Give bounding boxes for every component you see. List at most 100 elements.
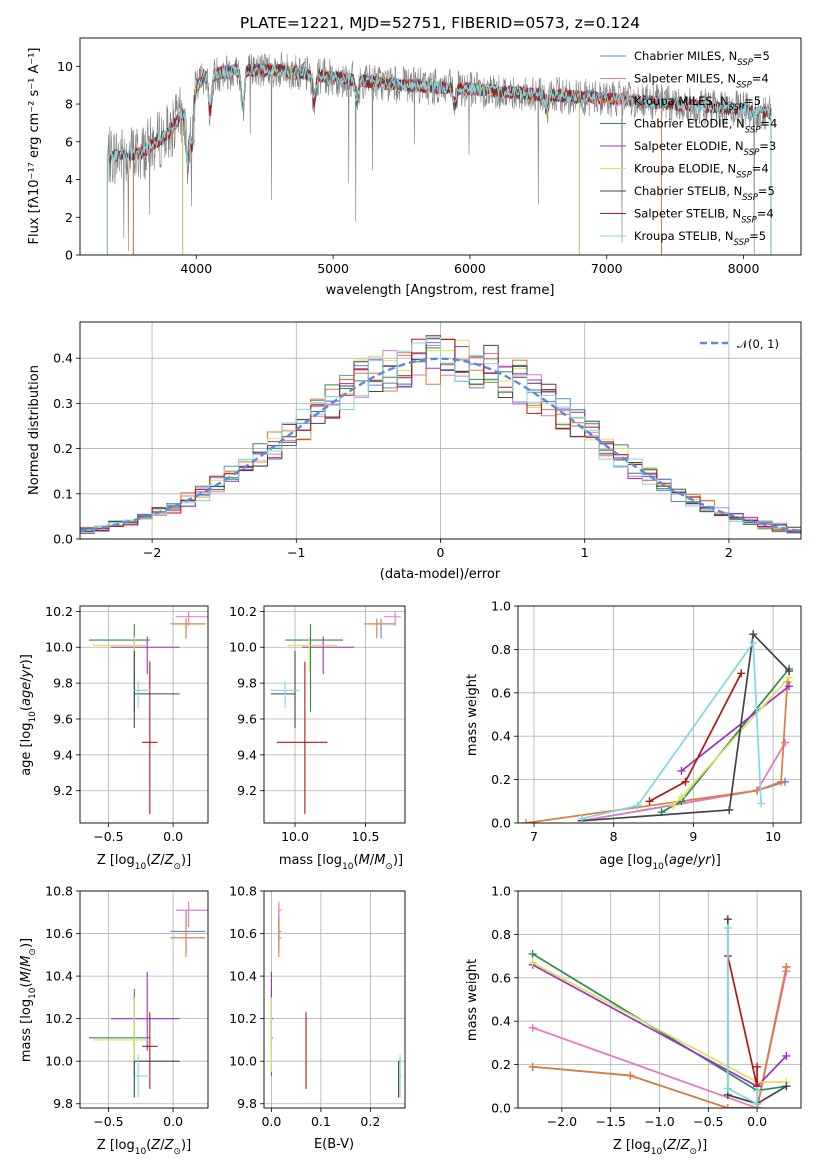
weight-marker: [723, 1084, 732, 1093]
x-tick-label: 9: [689, 829, 697, 844]
plot-area: [89, 611, 208, 815]
weight-line: [532, 966, 788, 1108]
weight-marker: [782, 1082, 791, 1091]
y-tick-label: 10.2: [45, 604, 73, 619]
y-tick-label: 9.2: [237, 783, 257, 798]
y-tick-label: 0.0: [491, 1101, 511, 1116]
plot-area: [80, 335, 801, 534]
y-tick-label: 6: [65, 134, 73, 149]
y-tick-label: 10.0: [229, 640, 257, 655]
axes-frame: [79, 605, 209, 824]
y-tick-label: 0.8: [491, 927, 511, 942]
legend-entry: Salpeter ELODIE, NSSP=3: [634, 139, 776, 158]
plot-area: [521, 630, 794, 823]
y-tick-label: 0.3: [53, 396, 73, 411]
y-tick-label: 9.4: [237, 747, 257, 762]
weight-marker: [528, 1023, 537, 1032]
weight-marker: [723, 923, 732, 932]
y-tick-label: 0.2: [491, 1057, 511, 1072]
x-tick-label: −1.5: [596, 1114, 626, 1129]
axes-frame: [517, 605, 802, 824]
y-tick-label: 0.4: [491, 729, 511, 744]
y-axis-label: mass weight: [465, 674, 480, 756]
x-tick-label: 10.5: [352, 829, 380, 844]
x-tick-label: 6000: [454, 261, 486, 276]
model-spectrum: [106, 62, 772, 255]
y-tick-label: 0.8: [491, 642, 511, 657]
weight-marker: [669, 801, 678, 810]
y-tick-label: 9.8: [53, 676, 73, 691]
axes-frame: [263, 605, 406, 824]
x-tick-label: 8: [610, 829, 618, 844]
weight-marker: [737, 669, 746, 678]
y-tick-label: 10.0: [45, 1054, 73, 1069]
panel-weight-vs-Z: −2.0 −1.5 −1.0 −0.5 0.0 0.0 0.2 0.4 0.6 0.8 1.0 Z […: [465, 884, 802, 1157]
panel-mass-vs-EBV: 0.0 0.1 0.2 9.8 10.0 10.2 10.4 10.6 10.8 E(B-V): [229, 884, 406, 1152]
y-tick-label: 10.6: [229, 926, 257, 941]
y-axis-label: Normed distribution: [27, 365, 42, 495]
x-axis-label: (data-model)/error: [380, 567, 501, 582]
x-tick-label: 8000: [728, 261, 760, 276]
weight-line: [581, 632, 790, 822]
x-axis-label: Z [log10(Z/Z⊙)]: [97, 1138, 191, 1157]
weight-line: [661, 668, 790, 813]
y-tick-label: 10.2: [229, 604, 257, 619]
weight-marker: [749, 630, 758, 639]
y-tick-label: 0.6: [491, 970, 511, 985]
y-tick-label: 10: [57, 59, 73, 74]
legend-entry: Salpeter STELIB, NSSP=4: [634, 207, 774, 226]
x-tick-label: −0.5: [93, 1114, 123, 1129]
weight-marker: [723, 1104, 732, 1108]
x-axis-label: age [log10(age/yr)]: [599, 853, 721, 872]
legend-entry: Kroupa STELIB, NSSP=5: [634, 229, 766, 248]
y-tick-label: 0.2: [491, 772, 511, 787]
weight-marker: [677, 766, 686, 775]
y-tick-label: 8: [65, 97, 73, 112]
weight-marker: [753, 1099, 762, 1108]
y-axis-label: age [log10(age/yr)]: [19, 654, 38, 776]
x-tick-label: 0.0: [747, 1114, 767, 1129]
x-tick-label: −0.5: [693, 1114, 723, 1129]
x-tick-label: −2.0: [547, 1114, 577, 1129]
weight-marker: [645, 797, 654, 806]
weight-marker: [521, 819, 530, 823]
axes-frame: [263, 890, 406, 1109]
weight-line: [581, 640, 762, 820]
plot-area: [270, 901, 402, 1098]
y-tick-label: 0.6: [491, 685, 511, 700]
y-tick-label: 0.2: [53, 441, 73, 456]
weight-marker: [528, 958, 537, 967]
y-tick-label: 10.0: [229, 1054, 257, 1069]
spectrum-legend: Chabrier MILES, NSSP=5 Salpeter MILES, NS…: [600, 49, 777, 248]
weight-marker: [781, 738, 790, 747]
y-tick-label: 9.6: [53, 711, 73, 726]
y-tick-label: 0: [65, 248, 73, 263]
y-tick-label: 0.1: [53, 486, 73, 501]
weight-marker: [577, 814, 586, 823]
panel-weight-vs-age: 7 8 9 10 0.0 0.2 0.4 0.6 0.8 1.0 age [log10(age/yr…: [465, 599, 802, 872]
weight-marker: [528, 1062, 537, 1071]
axes-frame: [79, 321, 802, 540]
plot-area: [106, 51, 772, 255]
legend-entry: Kroupa ELODIE, NSSP=4: [634, 162, 769, 181]
plot-area: [89, 901, 208, 1098]
observed-spectrum: [107, 51, 771, 255]
legend-entry: 𝒩(0, 1): [737, 337, 779, 351]
y-tick-label: 9.6: [237, 711, 257, 726]
panel-spectrum: 4000 5000 6000 7000 8000 0 2 4 6 8 10 Chabrier MILE…: [27, 37, 802, 298]
panel-mass-vs-Z: −0.5 0.0 9.8 10.0 10.2 10.4 10.6 10.8 Z [log10(Z…: [19, 884, 209, 1157]
x-tick-label: −1: [287, 545, 305, 560]
x-tick-label: 4000: [180, 261, 212, 276]
plot-area: [528, 915, 791, 1108]
legend-entry: Chabrier MILES, NSSP=5: [634, 49, 770, 68]
figure-title: PLATE=1221, MJD=52751, FIBERID=0573, z=0…: [240, 14, 640, 32]
legend-entry: Salpeter MILES, NSSP=4: [634, 72, 769, 91]
weight-line: [726, 927, 758, 1106]
weight-marker: [753, 1062, 762, 1071]
x-axis-label: wavelength [Angstrom, rest frame]: [326, 283, 555, 298]
panel-age-vs-Z: −0.5 0.0 9.2 9.4 9.6 9.8 10.0 10.2 Z [log10(Z/Z⊙…: [19, 604, 209, 872]
weight-marker: [777, 777, 786, 786]
weight-marker: [681, 777, 690, 786]
x-tick-label: −1.0: [644, 1114, 674, 1129]
